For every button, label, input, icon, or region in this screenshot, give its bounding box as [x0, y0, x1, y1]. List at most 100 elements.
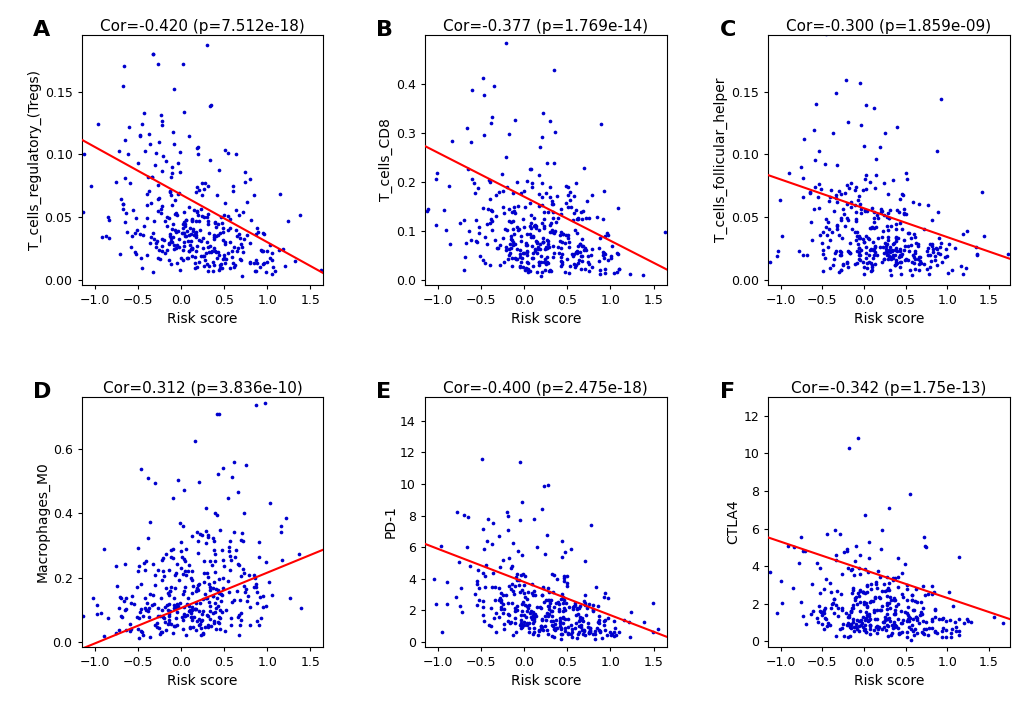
Point — [537, 594, 553, 605]
Point — [229, 231, 246, 242]
Point — [451, 582, 468, 593]
Point — [151, 623, 167, 634]
Point — [213, 588, 229, 600]
Point — [482, 379, 498, 390]
Point — [140, 472, 156, 484]
Point — [795, 172, 811, 183]
Title: Cor=-0.300 (p=1.859e-09): Cor=-0.300 (p=1.859e-09) — [786, 19, 990, 34]
Point — [851, 549, 867, 560]
Point — [842, 564, 858, 575]
Point — [208, 624, 224, 635]
Point — [520, 263, 536, 274]
Point — [220, 575, 236, 586]
Point — [200, 578, 216, 589]
Point — [153, 592, 169, 603]
Point — [947, 621, 963, 633]
Point — [856, 598, 872, 610]
Point — [861, 244, 877, 255]
Point — [531, 602, 547, 613]
Point — [145, 266, 161, 278]
Point — [856, 619, 872, 631]
Point — [551, 615, 568, 626]
Point — [819, 617, 836, 628]
Point — [522, 163, 538, 174]
Point — [891, 218, 907, 229]
Point — [515, 221, 531, 233]
Point — [138, 555, 154, 567]
Point — [891, 250, 907, 261]
Point — [169, 619, 185, 631]
Point — [253, 245, 269, 256]
Point — [255, 245, 271, 257]
Point — [183, 244, 200, 255]
Point — [166, 601, 182, 612]
Point — [220, 224, 236, 236]
Point — [499, 616, 516, 627]
Point — [199, 567, 215, 578]
Point — [916, 589, 932, 600]
Point — [499, 510, 516, 522]
Point — [131, 228, 148, 240]
Point — [204, 245, 220, 257]
Point — [540, 241, 556, 252]
Point — [552, 209, 569, 220]
Point — [907, 612, 923, 623]
Point — [767, 607, 784, 618]
Point — [263, 379, 279, 390]
Point — [917, 623, 933, 634]
Point — [226, 551, 243, 562]
Point — [186, 228, 203, 239]
Point — [228, 545, 245, 556]
Point — [145, 559, 161, 570]
Point — [821, 619, 838, 631]
Point — [871, 141, 888, 153]
Point — [119, 227, 136, 238]
Point — [525, 231, 541, 242]
Point — [582, 519, 598, 530]
Point — [124, 591, 141, 602]
Point — [202, 555, 218, 567]
Point — [816, 613, 833, 624]
Point — [199, 259, 215, 270]
Point — [861, 619, 877, 631]
Point — [191, 185, 207, 196]
Point — [154, 115, 170, 127]
Point — [258, 600, 274, 612]
Point — [272, 520, 288, 531]
Point — [857, 99, 873, 110]
Point — [591, 611, 607, 622]
Point — [147, 569, 163, 581]
Point — [535, 236, 551, 247]
Point — [903, 590, 919, 601]
Point — [211, 612, 227, 624]
Point — [821, 234, 838, 245]
Point — [165, 84, 181, 95]
Point — [518, 239, 534, 250]
Point — [190, 148, 206, 160]
Point — [871, 604, 888, 615]
Point — [845, 600, 861, 611]
Point — [867, 209, 883, 221]
Point — [891, 256, 907, 267]
Point — [848, 234, 864, 245]
Point — [910, 617, 926, 628]
Point — [522, 209, 538, 220]
Point — [541, 604, 557, 615]
Point — [242, 257, 258, 268]
Point — [840, 443, 856, 454]
Point — [891, 627, 907, 638]
Point — [553, 588, 570, 600]
Point — [586, 626, 602, 637]
Point — [945, 600, 961, 612]
Point — [490, 531, 506, 542]
Point — [854, 621, 870, 633]
Point — [817, 613, 834, 624]
Point — [470, 582, 486, 593]
Point — [499, 253, 516, 264]
Point — [93, 608, 109, 619]
Point — [565, 601, 581, 612]
Point — [566, 258, 582, 269]
Point — [817, 620, 834, 631]
Point — [852, 203, 868, 214]
Point — [936, 631, 953, 643]
